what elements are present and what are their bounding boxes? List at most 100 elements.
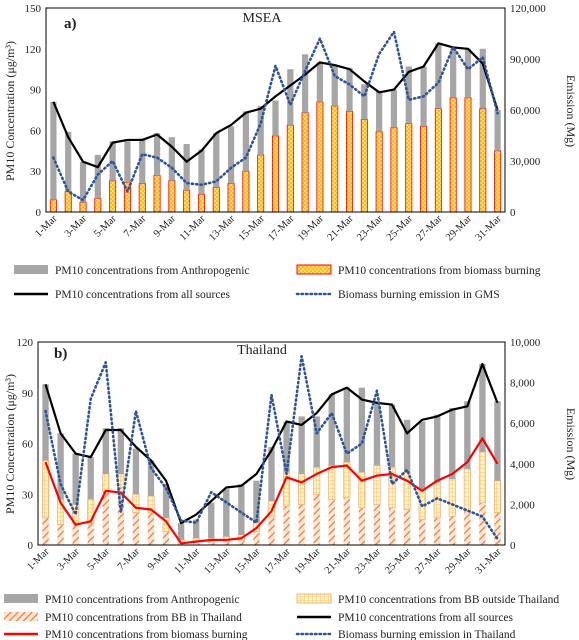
x-tick-label: 19-Mar [296,213,326,243]
bar-pm10-concentrations-from-anthropogenic-11-Mar [193,519,200,539]
bar-pm10-concentrations-from-anthropogenic-1-Mar [42,384,49,461]
bar-pm10-concentrations-from-anthropogenic-6-Mar [124,141,131,183]
bar-pm10-concentrations-from-anthropogenic-11-Mar [198,149,205,195]
bar-pm10-concentrations-from-biomass-burning-27-Mar [434,108,442,213]
bar-pm10-concentrations-from-bb-outside-thailand-29-Mar [463,468,471,512]
panel-a-title: MSEA [243,11,283,26]
bar-pm10-concentrations-from-bb-in-thailand-25-Mar [403,509,411,545]
bar-pm10-concentrations-from-bb-outside-thailand-20-Mar [328,465,336,500]
bar-pm10-concentrations-from-anthropogenic-23-Mar [376,90,383,132]
panel-a-label: a) [64,16,77,32]
x-tick-label: 31-Mar [474,213,504,243]
bar-pm10-concentrations-from-bb-in-thailand-26-Mar [418,519,426,546]
x-tick-label: 27-Mar [413,546,443,576]
panel-b-plot-frame [37,341,506,546]
bar-pm10-concentrations-from-bb-in-thailand-21-Mar [343,497,350,545]
y2-tick-label: 120,000 [510,3,546,15]
bar-pm10-concentrations-from-anthropogenic-18-Mar [298,416,305,474]
bar-pm10-concentrations-from-anthropogenic-29-Mar [464,401,471,469]
bar-pm10-concentrations-from-biomass-burning-25-Mar [405,123,413,213]
bar-pm10-concentrations-from-anthropogenic-7-Mar [139,138,146,184]
legend-label-all-sources: PM10 concentrations from all sources [55,289,231,301]
bar-pm10-concentrations-from-anthropogenic-30-Mar [479,48,486,109]
bar-pm10-concentrations-from-biomass-burning-19-Mar [316,101,324,213]
x-tick-label: 21-Mar [326,213,356,243]
bar-pm10-concentrations-from-biomass-burning-21-Mar [346,110,354,213]
bar-pm10-concentrations-from-anthropogenic-17-Mar [287,69,294,125]
y-tick-label: 120 [25,44,42,56]
bar-pm10-concentrations-from-anthropogenic-23-Mar [373,401,381,466]
bar-pm10-concentrations-from-anthropogenic-10-Mar [177,523,185,540]
x-tick-label: 23-Mar [355,213,385,243]
bar-pm10-concentrations-from-bb-in-thailand-8-Mar [147,512,155,545]
bar-pm10-concentrations-from-bb-outside-thailand-21-Mar [343,461,351,499]
bar-pm10-concentrations-from-anthropogenic-31-Mar [494,401,501,481]
bar-pm10-concentrations-from-bb-outside-thailand-7-Mar [132,493,140,514]
legend-label-biomass-burning: PM10 concentrations from biomass burning [338,265,541,277]
x-tick-label: 7-Mar [116,546,143,573]
bar-pm10-concentrations-from-biomass-burning-20-Mar [331,105,339,213]
y2-tick-label: 0 [510,207,516,219]
bar-pm10-concentrations-from-bb-in-thailand-31-Mar [494,512,501,545]
panel-a-y-axis-label: PM10 Concentration (μg/m³) [3,41,17,181]
bar-pm10-concentrations-from-biomass-burning-30-Mar [479,108,487,213]
y2-tick-label: 10,000 [510,337,541,349]
x-tick-label: 13-Mar [202,546,232,576]
line-pm10-concentrations-from-all-sources [52,42,499,169]
bar-pm10-concentrations-from-bb-outside-thailand-5-Mar [102,473,110,492]
panel-b-y-axis-label: PM10 Concentration (μg/m³) [3,374,17,514]
y2-tick-label: 4,000 [510,459,535,471]
bar-pm10-concentrations-from-anthropogenic-9-Mar [162,484,170,518]
bar-pm10-concentrations-from-biomass-burning-11-Mar [197,193,205,213]
x-tick-label: 17-Mar [266,213,296,243]
legend-label-bb-outside-thailand: PM10 concentrations from BB outside Thai… [338,594,559,606]
y-tick-label: 90 [22,388,34,400]
bar-pm10-concentrations-from-anthropogenic-27-Mar [434,414,441,483]
bar-pm10-concentrations-from-biomass-burning-17-Mar [286,124,294,213]
legend-swatch-bb-outside-thailand [296,593,332,604]
bar-pm10-concentrations-from-biomass-burning-15-Mar [257,154,265,213]
x-tick-label: 25-Mar [385,213,415,243]
bar-pm10-concentrations-from-bb-in-thailand-30-Mar [479,502,486,545]
bar-pm10-concentrations-from-anthropogenic-20-Mar [331,65,338,106]
y-tick-label: 60 [22,439,34,451]
y-tick-label: 90 [30,85,42,97]
bar-pm10-concentrations-from-bb-in-thailand-7-Mar [132,512,140,545]
bar-pm10-concentrations-from-bb-in-thailand-5-Mar [102,490,109,545]
x-tick-label: 3-Mar [55,546,82,573]
bar-pm10-concentrations-from-bb-in-thailand-12-Mar [208,541,215,545]
bar-pm10-concentrations-from-anthropogenic-21-Mar [346,67,353,112]
x-tick-label: 13-Mar [207,213,237,243]
bar-pm10-concentrations-from-anthropogenic-7-Mar [132,448,140,495]
bar-pm10-concentrations-from-anthropogenic-17-Mar [283,421,290,473]
legend-swatch-bb-in-thailand [4,612,38,621]
x-tick-label: 11-Mar [173,546,203,576]
legend-label-biomass-burning-th: PM10 concentrations from biomass burning [45,629,248,640]
bar-pm10-concentrations-from-biomass-burning-16-Mar [271,135,280,213]
legend-label-emission-thailand: Biomass burning emission in Thailand [338,629,516,640]
line-biomass-burning-emission-in-thailand [44,354,499,541]
bar-pm10-concentrations-from-bb-in-thailand-24-Mar [388,507,396,545]
bar-pm10-concentrations-from-anthropogenic-9-Mar [168,137,175,181]
legend-label-anthropogenic-th: PM10 concentrations from Anthropogenic [45,594,240,606]
bar-pm10-concentrations-from-bb-in-thailand-11-Mar [193,541,200,545]
legend-label-emission-gms: Biomass burning emission in GMS [338,289,500,301]
x-tick-label: 17-Mar [263,546,293,576]
y-tick-label: 60 [30,125,42,137]
x-tick-label: 9-Mar [146,546,173,573]
x-tick-label: 29-Mar [443,546,473,576]
x-tick-label: 15-Mar [232,546,262,576]
bar-pm10-concentrations-from-anthropogenic-25-Mar [403,419,411,473]
bar-pm10-concentrations-from-anthropogenic-19-Mar [313,416,320,468]
bar-pm10-concentrations-from-bb-in-thailand-19-Mar [313,494,320,545]
x-tick-label: 5-Mar [92,213,119,240]
legend-swatch-biomass-burning [296,264,332,275]
bar-pm10-concentrations-from-anthropogenic-31-Mar [494,110,501,151]
bar-pm10-concentrations-from-bb-in-thailand-1-Mar [42,517,49,545]
bar-pm10-concentrations-from-anthropogenic-24-Mar [390,89,398,128]
bar-pm10-concentrations-from-bb-outside-thailand-1-Mar [41,460,50,519]
bar-pm10-concentrations-from-bb-in-thailand-3-Mar [72,523,79,545]
bar-pm10-concentrations-from-bb-in-thailand-9-Mar [162,531,170,545]
bar-pm10-concentrations-from-anthropogenic-12-Mar [213,133,220,188]
